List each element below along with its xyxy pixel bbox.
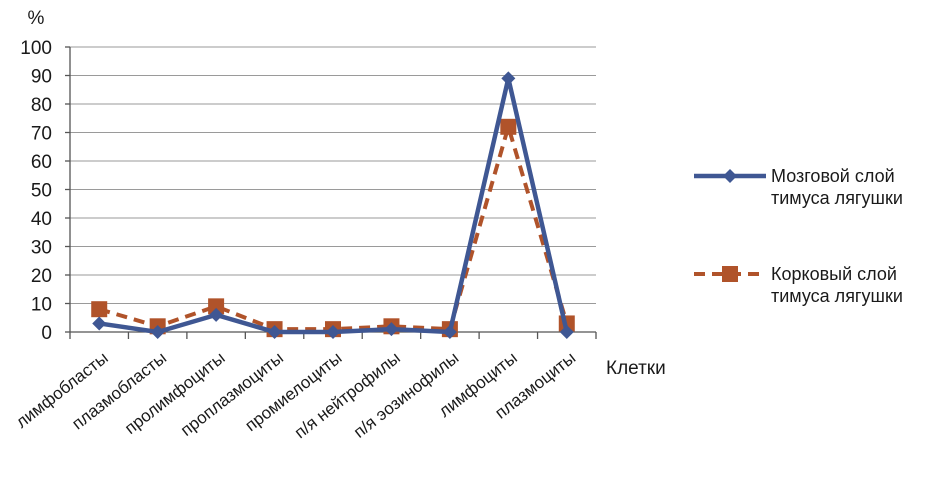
series-line	[98, 76, 569, 335]
x-axis-title: Клетки	[606, 358, 666, 379]
diamond-marker	[384, 322, 399, 337]
legend-label: тимуса лягушки	[771, 286, 903, 306]
diamond-marker	[267, 325, 282, 339]
y-tick-label: 50	[31, 181, 52, 202]
diamond-marker	[442, 325, 457, 339]
y-tick-label: 70	[31, 124, 52, 145]
legend-label: Мозговой слой	[771, 166, 895, 186]
y-tick-label: 60	[31, 152, 52, 173]
axes	[65, 46, 597, 339]
grid-lines	[70, 46, 596, 304]
diamond-marker	[150, 325, 165, 339]
x-tick-labels: лимфобластыплазмобластыпролимфоцитыпропл…	[12, 348, 579, 442]
diamond-marker	[723, 169, 737, 183]
y-tick-label: 10	[31, 295, 52, 316]
y-axis-title: %	[28, 8, 45, 29]
square-marker	[208, 298, 225, 315]
y-tick-label: 80	[31, 95, 52, 116]
square-marker	[722, 266, 738, 282]
legend-label: тимуса лягушки	[771, 188, 903, 208]
y-tick-label: 40	[31, 209, 52, 230]
diamond-marker	[209, 307, 224, 322]
y-tick-label: 30	[31, 238, 52, 259]
x-tick-label: п/я эозинофилы	[350, 348, 462, 442]
legend-label: Корковый слой	[771, 264, 897, 284]
y-tick-label: 90	[31, 67, 52, 88]
diamond-marker	[501, 71, 516, 86]
x-tick-label: п/я нейтрофилы	[291, 348, 404, 442]
y-tick-label: 20	[31, 266, 52, 287]
diamond-marker	[326, 325, 340, 339]
diamond-marker	[559, 325, 574, 339]
x-tick-label: проплазмоциты	[177, 348, 287, 440]
square-marker	[91, 301, 108, 318]
y-tick-label: 0	[41, 323, 52, 344]
square-marker	[500, 118, 517, 135]
series-line	[98, 124, 569, 332]
series-1	[92, 71, 574, 339]
x-tick-label: пролимфоциты	[121, 348, 228, 438]
y-tick-label: 100	[20, 38, 52, 59]
series-2	[91, 118, 575, 338]
y-tick-labels: 0 10 20 30 40 50 60 70 80 90 100	[20, 38, 52, 344]
diamond-marker	[92, 316, 107, 331]
series-group	[91, 71, 575, 339]
